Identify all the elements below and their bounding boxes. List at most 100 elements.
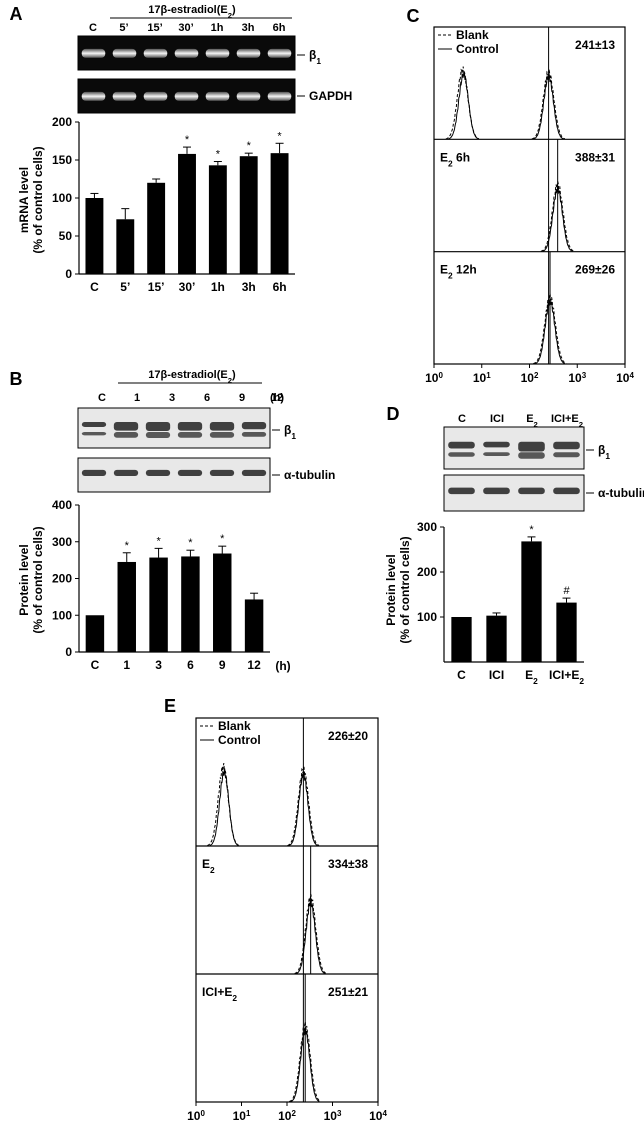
panel-d-significance-marker: #	[563, 585, 570, 597]
panel-b-y-tick-label: 0	[65, 645, 72, 659]
panel-a-x-tick-label: 1h	[211, 280, 225, 294]
panel-d-bar	[451, 617, 472, 662]
panel-a-lane-label: 15’	[147, 22, 162, 34]
panel-b-gel-label-b1: β1	[284, 423, 296, 441]
panel-b-gel-b1-band	[145, 422, 171, 431]
panel-a-bar	[208, 165, 227, 274]
panel-c-sample-peak-dashed	[540, 181, 575, 252]
panel-letter-d: D	[387, 404, 400, 424]
panel-c-subpanel-label: E2 6h	[440, 150, 470, 168]
panel-e-sample-peak-dashed	[294, 893, 327, 974]
panel-b-y-label-2: (% of control cells)	[31, 526, 45, 633]
panel-a-lane-label: 6h	[273, 22, 286, 34]
panel-a-lane-label: 5’	[119, 22, 128, 34]
panel-a-gel-b1-band	[174, 48, 199, 58]
panel-a-gel-gapdh-band	[143, 91, 168, 101]
panel-b-x-tick-label: 1	[123, 658, 130, 672]
panel-a-gel-b1-band	[205, 48, 230, 58]
panel-b-significance-marker: *	[125, 540, 130, 552]
panel-a-y-label-2: (% of control cells)	[31, 146, 45, 253]
panel-c-sample-peak	[533, 73, 564, 140]
panel-d-x-tick-label: E2	[525, 668, 538, 686]
panel-d-gel-b1-band	[483, 441, 510, 448]
panel-b-gel-tubulin-band	[145, 469, 171, 477]
panel-a-x-tick-label: 3h	[242, 280, 256, 294]
panel-b-gel-tubulin-band	[241, 469, 267, 477]
panel-b-gel-b1-band	[177, 422, 203, 431]
panel-a-lane-label: 1h	[211, 22, 224, 34]
panel-e-x-tick-label: 103	[324, 1109, 342, 1122]
panel-a-bar	[147, 182, 166, 274]
panel-e-mfi-value: 334±38	[328, 857, 368, 871]
panel-a-y-tick-label: 200	[52, 115, 72, 129]
panel-b-y-tick-label: 400	[52, 498, 72, 512]
panel-d-x-tick-label: ICI+E2	[549, 668, 584, 686]
panel-letter-a: A	[10, 4, 23, 24]
panel-b-significance-marker: *	[188, 537, 193, 549]
panel-b-header: 17β-estradiol(E2)	[148, 369, 236, 385]
panel-d-y-tick-label: 200	[417, 565, 437, 579]
panel-d-gel-b1-band-lower	[518, 452, 545, 459]
panel-a-gel-b1-band	[143, 48, 168, 58]
panel-b-x-tick-label: 3	[155, 658, 162, 672]
panel-d-bar	[556, 602, 577, 662]
panel-b-gel-tubulin-band	[81, 469, 107, 477]
panel-b-gel-b1-band	[241, 422, 267, 430]
panel-b-lane-label: C	[98, 392, 106, 404]
panel-c-sample-peak-dashed	[531, 68, 566, 140]
panel-c-mfi-value: 388±31	[575, 150, 615, 164]
panel-b-x-tick-label: 12	[247, 658, 261, 672]
panel-b-y-label: Protein level	[17, 544, 31, 615]
panel-b-gel-b1-band	[81, 422, 107, 428]
panel-b-gel-tubulin-band	[209, 469, 235, 477]
panel-e-x-tick-label: 101	[233, 1109, 251, 1122]
panel-b-gel-b1-band	[113, 422, 139, 431]
panel-d-significance-marker: *	[529, 524, 534, 536]
panel-a-x-tick-label: 6h	[273, 280, 287, 294]
panel-a-gel-gapdh-band	[112, 91, 137, 101]
panel-b-gel-b1-band-lower	[81, 432, 107, 436]
panel-b-bar	[181, 556, 200, 652]
panel-a-bar	[85, 198, 104, 274]
panel-a-y-label: mRNA level	[17, 167, 31, 233]
panel-e-x-tick-label: 100	[187, 1109, 205, 1122]
panel-c-legend-blank-label: Blank	[456, 28, 489, 42]
panel-c-subpanel-label: E2 12h	[440, 263, 477, 281]
panel-a-gel-gapdh-band	[236, 91, 261, 101]
panel-c-x-tick-label: 102	[521, 371, 539, 386]
panel-c-blank-peak-2	[448, 71, 479, 140]
panel-c-x-tick-label: 103	[568, 371, 586, 386]
panel-e-x-tick-label: 102	[278, 1109, 296, 1122]
panel-b-gel-b1-band-lower	[177, 432, 203, 438]
panel-c-legend-control-label: Control	[456, 42, 499, 56]
panel-c-sample-peak	[542, 185, 573, 252]
panel-b-gel-tubulin-band	[113, 469, 139, 477]
panel-a-y-tick-label: 0	[65, 267, 72, 281]
panel-b-significance-marker: *	[156, 535, 161, 547]
panel-a-gel-b1-band	[112, 48, 137, 58]
panel-d-x-tick-label: ICI	[489, 668, 504, 682]
panel-d-gel-b1-band	[518, 441, 545, 452]
panel-b-gel-b1-band-lower	[113, 432, 139, 438]
panel-b-lane-label: 9	[239, 392, 245, 404]
panel-d-y-label: Protein level	[384, 554, 398, 625]
panel-a-bar	[239, 156, 258, 274]
panel-a-gel-label-b1: β1	[309, 48, 321, 66]
panel-a-header: 17β-estradiol(E2)	[148, 4, 236, 20]
panel-e-sample-peak-dashed	[289, 1021, 321, 1103]
panel-b-gel-tubulin-frame	[77, 457, 271, 493]
panel-b-bar	[149, 557, 168, 652]
panel-c-mfi-value: 241±13	[575, 38, 615, 52]
panel-a-gel-b1-band	[81, 48, 106, 58]
panel-b-significance-marker: *	[220, 533, 225, 545]
panel-d-gel-b1-band	[448, 441, 475, 449]
panel-c-sample-peak-dashed	[533, 293, 567, 365]
panel-d-gel-label-b1: β1	[598, 443, 610, 461]
panel-d-y-tick-label: 100	[417, 610, 437, 624]
panel-e-sample-peak-dashed	[287, 765, 320, 846]
panel-e-sample-peak	[295, 899, 325, 975]
panel-letter-c: C	[407, 6, 420, 26]
panel-letter-b: B	[10, 369, 23, 389]
panel-a-lane-label: C	[89, 22, 97, 34]
